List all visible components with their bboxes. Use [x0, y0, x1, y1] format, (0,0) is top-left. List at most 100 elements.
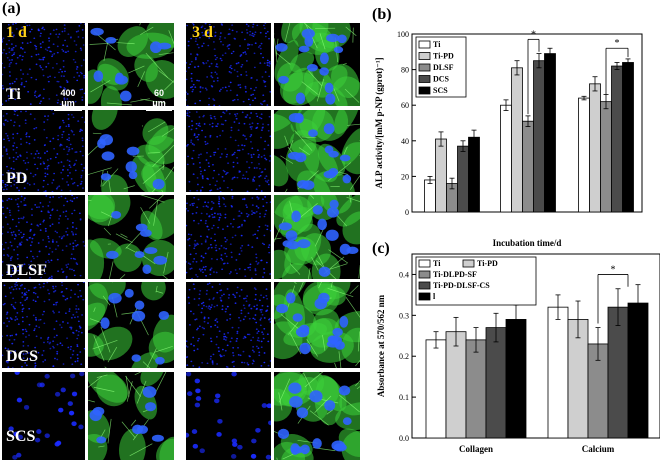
micrograph-dcs-day3-overview — [186, 282, 271, 368]
y-tick-label: 20 — [401, 172, 409, 181]
micrograph-ti-day3-overview — [186, 23, 271, 106]
legend-swatch — [418, 292, 431, 301]
y-axis-label: ALP activity/[mM p-NP (gprot)⁻¹] — [374, 57, 384, 188]
scale-bar-60um-label: 60 μm — [152, 88, 166, 108]
row-label-dlsf: DLSF — [6, 262, 47, 279]
bar-ti-pd — [445, 331, 467, 439]
bar-ti-pd — [435, 138, 447, 213]
micrograph-dcs-day1-zoom — [88, 282, 174, 368]
y-tick-label: 40 — [401, 137, 409, 146]
micrograph-dlsf-day1-zoom — [88, 195, 174, 279]
x-category-label: Collagen — [459, 444, 493, 454]
bar-ti — [425, 339, 447, 439]
legend-swatch — [462, 259, 475, 268]
legend-swatch — [418, 63, 431, 72]
micrograph-pd-day1-overview — [2, 110, 85, 192]
micrograph-ti-day1-overview — [2, 23, 85, 106]
y-tick-label: 0.2 — [399, 352, 409, 361]
bar-ti-pd — [589, 83, 601, 213]
micrograph-scs-day1-overview — [2, 372, 85, 460]
legend-entry: DCS — [433, 75, 450, 84]
micrograph-scs-day1-zoom — [88, 372, 174, 460]
row-label-ti: Ti — [6, 86, 21, 103]
micrograph-dcs-day3-zoom — [274, 282, 360, 368]
legend-swatch — [418, 270, 431, 279]
absorbance-chart: 0.0 0.1 0.2 0.3 0.4 Absorbance at 570/562 nm C… — [376, 253, 660, 454]
significance-marker: * — [615, 38, 620, 49]
micrograph-scs-day3-overview — [186, 372, 271, 460]
scale-bar-60um: 60 μm — [146, 88, 172, 111]
y-tick-label: 0.1 — [399, 393, 409, 402]
bar-ti-pd-dlsf-cs — [607, 306, 629, 439]
significance-marker: * — [531, 29, 536, 40]
bar-dlsf — [522, 120, 534, 213]
legend-swatch — [418, 259, 431, 268]
bar-ti — [424, 179, 436, 213]
scale-bar-400um: 400 μm — [54, 88, 82, 111]
scale-bar-400um-label: 400 μm — [60, 88, 76, 108]
legend-box — [415, 256, 537, 306]
panel-b-label: (b) — [372, 6, 392, 23]
legend-entry: Ti-PD — [433, 52, 454, 61]
panel-a-label: (a) — [2, 0, 21, 17]
bar-dcs — [533, 60, 545, 213]
bar-ti-pd-dlsf-cs — [485, 327, 507, 439]
legend-entry: Ti-PD — [477, 259, 498, 268]
micrograph-dlsf-day3-zoom — [274, 195, 360, 279]
legend-entry: l — [433, 292, 436, 301]
legend-entry: Ti-DLPD-SF — [433, 270, 477, 279]
day-label-3d: 3 d — [192, 24, 213, 41]
bar-ti — [578, 97, 590, 213]
scale-bar-60um-line — [146, 109, 172, 111]
y-tick-label: 0.4 — [399, 270, 409, 279]
legend-entry: Ti — [433, 40, 441, 49]
y-tick-label: 0.3 — [399, 311, 409, 320]
y-axis-label: Absorbance at 570/562 nm — [376, 294, 386, 397]
bar-scs — [544, 53, 556, 213]
micrograph-ti-day1-zoom — [88, 23, 174, 106]
bar-scs — [468, 136, 480, 213]
micrograph-dcs-day1-overview — [2, 282, 85, 368]
legend-swatch — [418, 75, 431, 83]
y-tick-label: 100 — [397, 30, 409, 39]
micrograph-pd-day1-zoom — [88, 110, 174, 192]
row-label-scs: SCS — [6, 428, 36, 445]
legend-swatch — [418, 86, 431, 95]
bar-ti — [500, 104, 512, 213]
significance-marker: * — [611, 264, 616, 275]
panel-c-label: (c) — [372, 240, 390, 257]
bar-scs — [622, 62, 634, 213]
y-tick-label: 60 — [401, 101, 409, 110]
y-tick-label: 80 — [401, 66, 409, 75]
micrograph-scs-day3-zoom — [274, 372, 360, 460]
plot-frame — [411, 253, 660, 439]
legend-entry: SCS — [433, 86, 448, 95]
micrograph-pd-day3-overview — [186, 110, 271, 192]
bar-dlsf — [600, 101, 612, 213]
micrograph-dlsf-day3-overview — [186, 195, 271, 279]
x-category-label: Calcium — [582, 444, 615, 454]
legend-entry: Ti-PD-DLSF-CS — [433, 281, 490, 290]
legend-entry: DLSF — [433, 63, 454, 72]
legend-swatch — [418, 52, 431, 60]
bar-dcs — [457, 145, 469, 213]
legend-entry: Ti — [433, 259, 441, 268]
day-label-1d: 1 d — [6, 24, 27, 41]
micrograph-dlsf-day1-overview — [2, 195, 85, 279]
y-tick-label: 0 — [405, 208, 409, 217]
bar-ti-pd — [511, 67, 523, 213]
alp-activity-chart: 0 20 40 60 80 100 ALP activity/[mM p-NP (gprot… — [374, 29, 643, 248]
bar-ti-dlpd-sf — [465, 339, 487, 439]
scale-bar-400um-line — [54, 109, 82, 111]
x-axis-label: Incubation time/d — [493, 238, 562, 248]
legend-swatch — [418, 40, 431, 49]
micrograph-ti-day3-zoom — [274, 23, 360, 106]
row-label-pd: PD — [6, 170, 28, 187]
bar-ti — [547, 306, 569, 439]
legend-swatch — [418, 281, 431, 290]
bar-l — [627, 302, 649, 439]
y-tick-label: 0.0 — [399, 434, 409, 443]
bar-l — [505, 319, 527, 439]
bar-dcs — [611, 65, 623, 213]
micrograph-pd-day3-zoom — [274, 110, 360, 192]
